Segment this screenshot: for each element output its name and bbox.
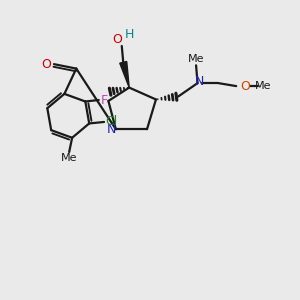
Text: N: N — [194, 75, 204, 88]
Text: O: O — [240, 80, 250, 93]
Text: F: F — [101, 94, 108, 106]
Text: O: O — [112, 33, 122, 46]
Text: O: O — [42, 58, 52, 70]
Polygon shape — [120, 61, 129, 88]
Text: Me: Me — [61, 153, 77, 163]
Text: N: N — [107, 123, 116, 136]
Text: Me: Me — [255, 81, 271, 91]
Text: H: H — [124, 28, 134, 40]
Text: Me: Me — [188, 54, 204, 64]
Text: Cl: Cl — [105, 116, 118, 128]
